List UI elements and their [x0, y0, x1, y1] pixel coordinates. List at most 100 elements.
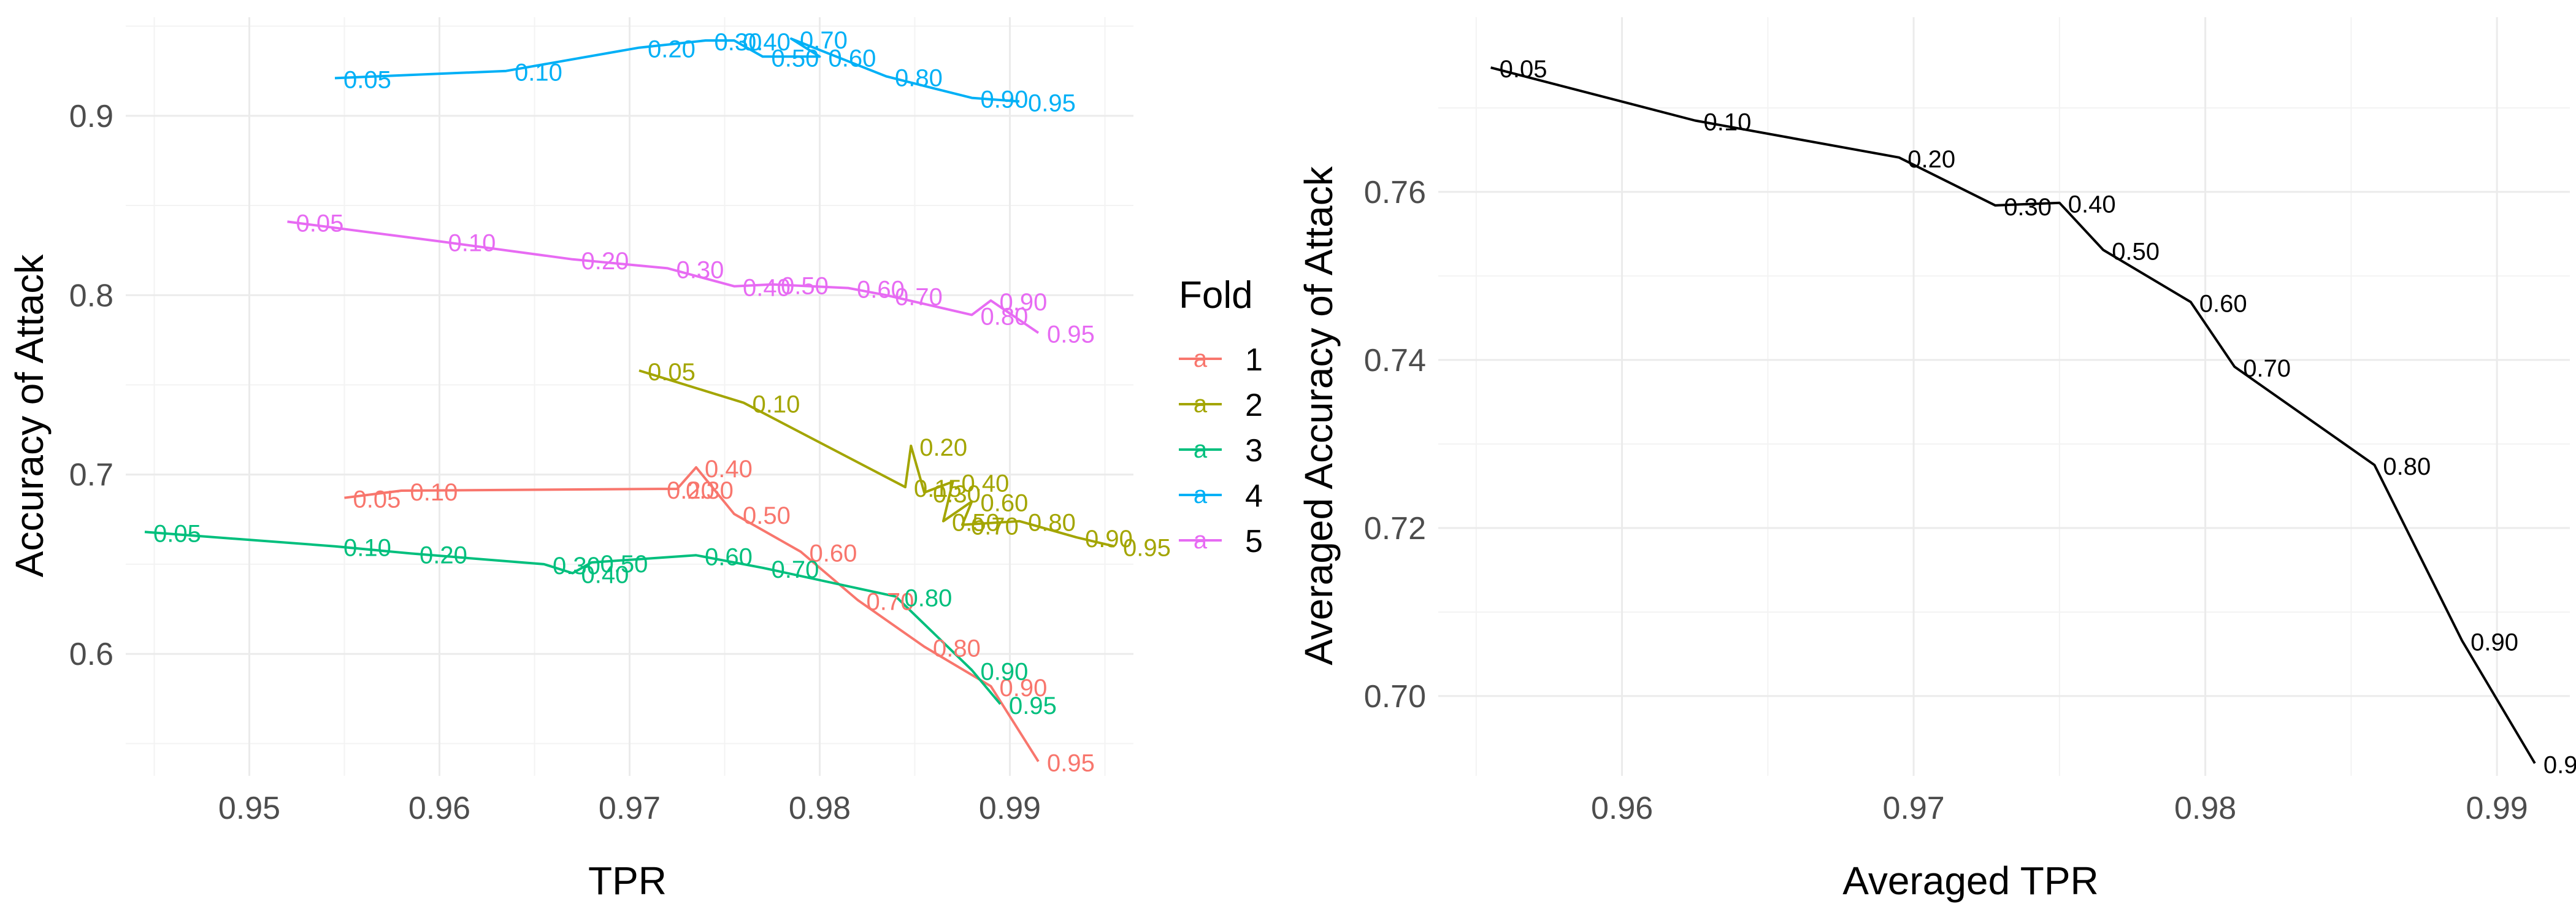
point-label: 0.70 — [895, 283, 943, 310]
legend-label: 4 — [1245, 478, 1263, 514]
legend-key-glyph: a — [1194, 345, 1208, 372]
point-label: 0.30 — [715, 29, 762, 56]
point-label: 0.95 — [1047, 321, 1095, 348]
point-label: 0.20 — [581, 248, 629, 275]
y-tick-label: 0.8 — [69, 278, 113, 313]
point-label: 0.90 — [981, 86, 1029, 113]
point-label: 0.50 — [781, 273, 829, 300]
point-label: 0.20 — [667, 477, 715, 504]
point-label: 0.90 — [2471, 629, 2518, 656]
x-tick-label: 0.99 — [2466, 791, 2528, 826]
point-label: 0.40 — [705, 456, 753, 483]
legend-label: 5 — [1245, 524, 1263, 559]
legend-key-glyph: a — [1194, 391, 1208, 418]
fold-chart-y-ticks: 0.6 0.7 0.8 0.9 — [69, 99, 113, 672]
point-label: 0.30 — [677, 256, 724, 283]
point-label: 0.95 — [1028, 90, 1076, 117]
point-label: 0.80 — [2383, 453, 2431, 480]
y-tick-label: 0.72 — [1364, 511, 1426, 546]
legend: Fold a 1 a 2 a 3 a 4 a 5 — [1179, 274, 1263, 559]
point-label: 0.05 — [343, 66, 391, 93]
point-label: 0.05 — [648, 359, 696, 386]
point-label: 0.10 — [1704, 109, 1752, 136]
point-label: 0.90 — [1000, 675, 1048, 702]
x-tick-label: 0.99 — [979, 791, 1041, 826]
point-label: 0.10 — [343, 535, 391, 562]
x-tick-label: 0.96 — [1591, 791, 1653, 826]
point-label: 0.70 — [2243, 355, 2291, 382]
legend-key-glyph: a — [1194, 527, 1208, 554]
point-label: 0.30 — [2004, 194, 2052, 221]
point-label: 0.60 — [2199, 290, 2247, 317]
fold-chart-point-labels: 0.05 0.10 0.200.300.400.500.600.700.800.90… — [153, 27, 1171, 776]
point-label: 0.05 — [353, 486, 401, 513]
point-label: 0.95 — [1123, 535, 1171, 562]
point-label: 0.20 — [420, 542, 467, 569]
point-label: 0.60 — [857, 277, 905, 304]
point-label: 0.10 — [753, 391, 800, 418]
y-tick-label: 0.74 — [1364, 343, 1426, 378]
y-tick-label: 0.6 — [69, 637, 113, 672]
point-label: 0.30 — [686, 477, 734, 504]
point-label: 0.70 — [867, 588, 914, 615]
x-tick-label: 0.98 — [2174, 791, 2236, 826]
point-label: 0.40 — [962, 470, 1010, 497]
point-label: 0.90 — [981, 659, 1029, 686]
y-tick-label: 0.76 — [1364, 175, 1426, 210]
point-label: 0.95 — [2543, 752, 2576, 779]
fold-chart-grid — [126, 17, 1133, 776]
fold-chart-series — [144, 37, 1115, 762]
legend-key-glyph: a — [1194, 436, 1208, 463]
legend-key-glyph: a — [1194, 481, 1208, 508]
point-label: 0.50 — [952, 510, 1000, 537]
point-label: 0.60 — [829, 45, 876, 72]
point-label: 0.90 — [1085, 526, 1133, 553]
point-label: 0.80 — [981, 303, 1029, 330]
point-label: 0.70 — [772, 556, 819, 583]
x-tick-label: 0.95 — [218, 791, 280, 826]
legend-items: a 1 a 2 a 3 a 4 a 5 — [1179, 342, 1263, 559]
point-label: 0.95 — [1009, 692, 1057, 719]
y-tick-label: 0.9 — [69, 99, 113, 134]
average-chart: 0.05 0.10 0.20 0.30 0.40 0.50 0.60 0.70 0.80 0.90… — [1297, 17, 2576, 903]
averaged-y-axis-title: Averaged Accuracy of Attack — [1297, 166, 1341, 665]
y-tick-label: 0.7 — [69, 458, 113, 493]
average-chart-y-ticks: 0.70 0.72 0.74 0.76 — [1364, 175, 1426, 715]
point-label: 0.40 — [581, 562, 629, 589]
x-tick-label: 0.97 — [1882, 791, 1944, 826]
point-label: 0.20 — [1907, 146, 1955, 173]
point-label: 0.05 — [1500, 56, 1547, 83]
series-line-5 — [287, 220, 1040, 334]
point-label: 0.70 — [971, 513, 1019, 540]
point-label: 0.50 — [743, 502, 791, 529]
point-label: 0.80 — [1028, 510, 1076, 537]
average-chart-point-labels: 0.05 0.10 0.20 0.30 0.40 0.50 0.60 0.70 0.80 0.90… — [1500, 56, 2576, 778]
averaged-x-axis-title: Averaged TPR — [1842, 859, 2098, 903]
point-label: 0.20 — [919, 434, 967, 461]
series-line-2 — [638, 369, 1115, 548]
y-tick-label: 0.70 — [1364, 679, 1426, 715]
point-label: 0.80 — [905, 585, 953, 612]
point-label: 0.80 — [933, 635, 981, 662]
point-label: 0.50 — [772, 45, 819, 72]
x-tick-label: 0.96 — [408, 791, 470, 826]
point-label: 0.70 — [800, 27, 848, 54]
point-label: 0.15 — [914, 475, 962, 502]
point-label: 0.60 — [810, 540, 857, 567]
point-label: 0.50 — [2112, 239, 2160, 266]
point-label: 0.80 — [895, 65, 943, 92]
point-label: 0.60 — [981, 490, 1029, 517]
legend-label: 2 — [1245, 388, 1263, 423]
point-label: 0.40 — [743, 29, 791, 56]
fold-chart-x-ticks: 0.95 0.96 0.97 0.98 0.99 — [218, 791, 1041, 826]
point-label: 0.30 — [553, 553, 600, 580]
legend-label: 1 — [1245, 342, 1263, 378]
point-label: 0.90 — [1000, 289, 1048, 316]
average-chart-grid — [1438, 17, 2570, 776]
point-label: 0.60 — [705, 543, 753, 570]
legend-title: Fold — [1179, 274, 1253, 316]
series-line-average — [1490, 66, 2536, 764]
point-label: 0.40 — [2068, 191, 2116, 218]
point-label: 0.10 — [448, 230, 496, 257]
